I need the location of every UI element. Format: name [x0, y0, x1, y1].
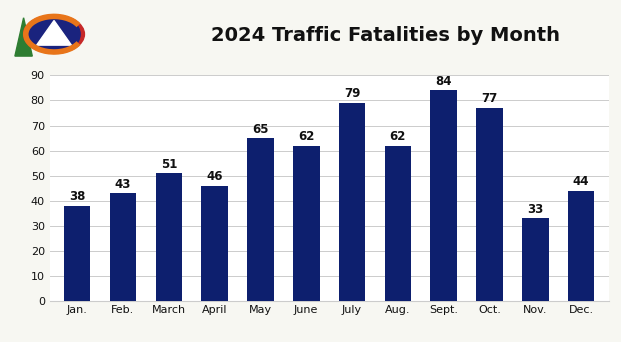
Bar [384, 146, 411, 301]
Text: 62: 62 [298, 130, 314, 143]
Bar [430, 90, 457, 301]
Text: 38: 38 [69, 190, 85, 203]
Ellipse shape [28, 15, 80, 53]
Text: 84: 84 [435, 75, 452, 88]
Bar [522, 218, 548, 301]
Text: 46: 46 [206, 170, 223, 183]
Bar [110, 193, 136, 301]
Text: 77: 77 [481, 92, 497, 105]
Bar [338, 103, 365, 301]
Text: 62: 62 [389, 130, 406, 143]
Bar [64, 206, 91, 301]
Polygon shape [37, 21, 71, 45]
Bar [247, 138, 274, 301]
Text: 44: 44 [573, 175, 589, 188]
Polygon shape [15, 18, 32, 56]
Text: 2024 Traffic Fatalities by Month: 2024 Traffic Fatalities by Month [211, 26, 560, 45]
Bar [201, 186, 228, 301]
Text: 65: 65 [252, 122, 269, 135]
Text: 51: 51 [161, 158, 177, 171]
Circle shape [24, 15, 84, 53]
Bar [476, 108, 503, 301]
Text: 79: 79 [344, 88, 360, 101]
Bar [568, 191, 594, 301]
Bar [155, 173, 182, 301]
Text: 43: 43 [115, 178, 131, 191]
Bar [293, 146, 320, 301]
Text: 33: 33 [527, 203, 543, 216]
